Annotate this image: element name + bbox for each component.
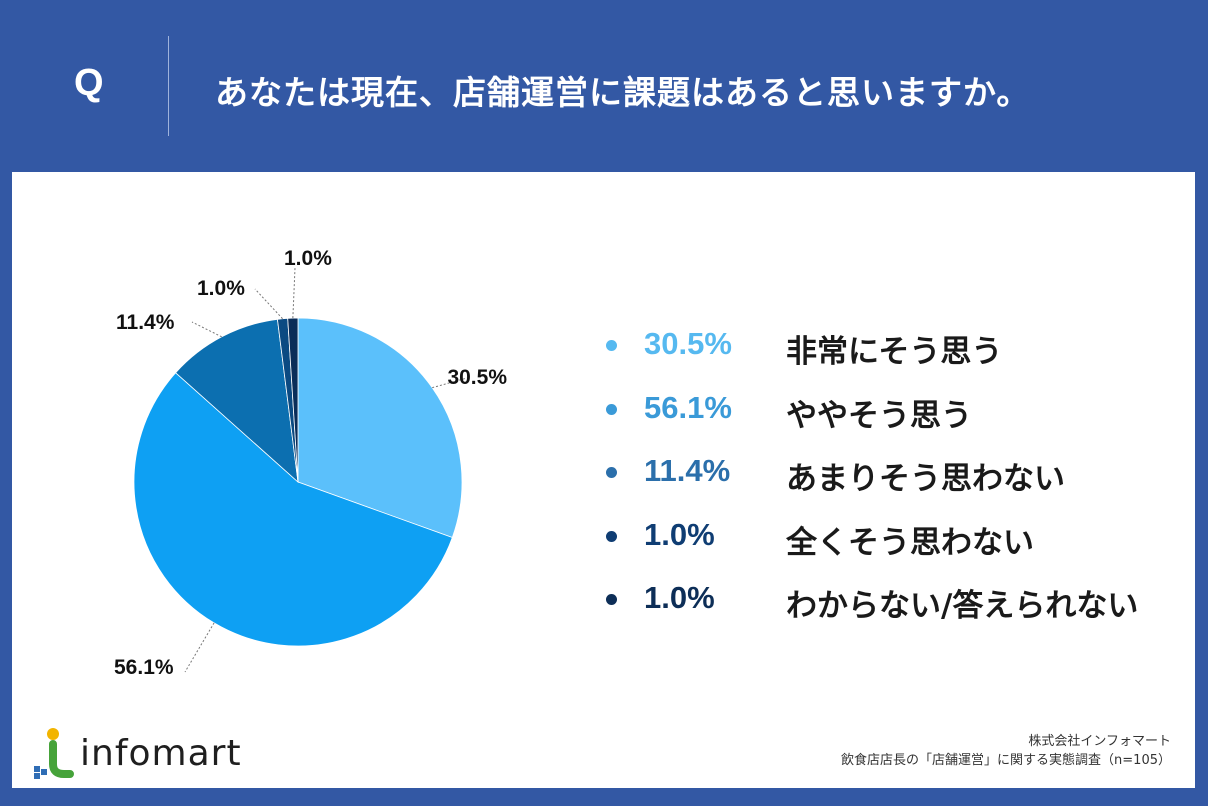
legend-value: 1.0%: [644, 580, 715, 615]
header-divider: [168, 36, 169, 136]
leader-line-3: [191, 321, 222, 338]
data-label-4: 1.0%: [197, 277, 245, 300]
source-survey: 飲食店店長の「店舗運営」に関する実態調査（n=105）: [841, 753, 1171, 768]
data-label-3: 11.4%: [116, 311, 175, 334]
chart-card: 30.5% 56.1% 11.4% 1.0% 1.0% 30.5% 非常にそう思う 56.1…: [12, 172, 1195, 788]
data-label-1: 30.5%: [447, 366, 507, 389]
legend-label: わからない/答えられない: [786, 588, 1139, 624]
source-company: 株式会社インフォマート: [1028, 734, 1171, 749]
legend-marker: [606, 594, 617, 605]
leader-line-2: [184, 622, 215, 673]
legend-value: 1.0%: [644, 516, 715, 552]
data-label-5: 1.0%: [284, 247, 332, 270]
legend-label: あまりそう思わない: [786, 461, 1065, 497]
data-label-2: 56.1%: [114, 656, 174, 679]
pie-slice-2: [133, 372, 453, 647]
legend-value: 11.4%: [644, 453, 731, 488]
question-title: あなたは現在、店舗運営に課題はあると思いますか。: [215, 73, 1031, 112]
legend-label: 非常にそう思う: [786, 334, 1003, 370]
source-note: 株式会社インフォマート 飲食店店長の「店舗運営」に関する実態調査（n=105）: [841, 732, 1171, 770]
logo-text: infomart: [80, 732, 242, 774]
legend-marker: [606, 340, 617, 351]
question-marker: Q: [74, 62, 104, 104]
pie-slice-1: [297, 317, 463, 539]
leader-line-4: [254, 288, 283, 320]
infomart-logo-icon: [34, 728, 74, 779]
legend-marker: [606, 467, 617, 478]
legend-label: 全くそう思わない: [786, 524, 1034, 561]
pie-slice-5: [287, 317, 299, 483]
legend-marker: [606, 530, 617, 542]
legend-marker: [606, 403, 617, 415]
infomart-logo: infomart: [32, 726, 242, 780]
pie-chart: 30.5% 56.1% 11.4% 1.0% 1.0%: [114, 247, 507, 679]
pie-slice-3: [175, 318, 299, 484]
leader-line-5: [292, 267, 296, 319]
legend-value: 30.5%: [644, 326, 732, 361]
legend-value: 56.1%: [644, 389, 732, 425]
legend-label: ややそう思う: [786, 397, 972, 434]
